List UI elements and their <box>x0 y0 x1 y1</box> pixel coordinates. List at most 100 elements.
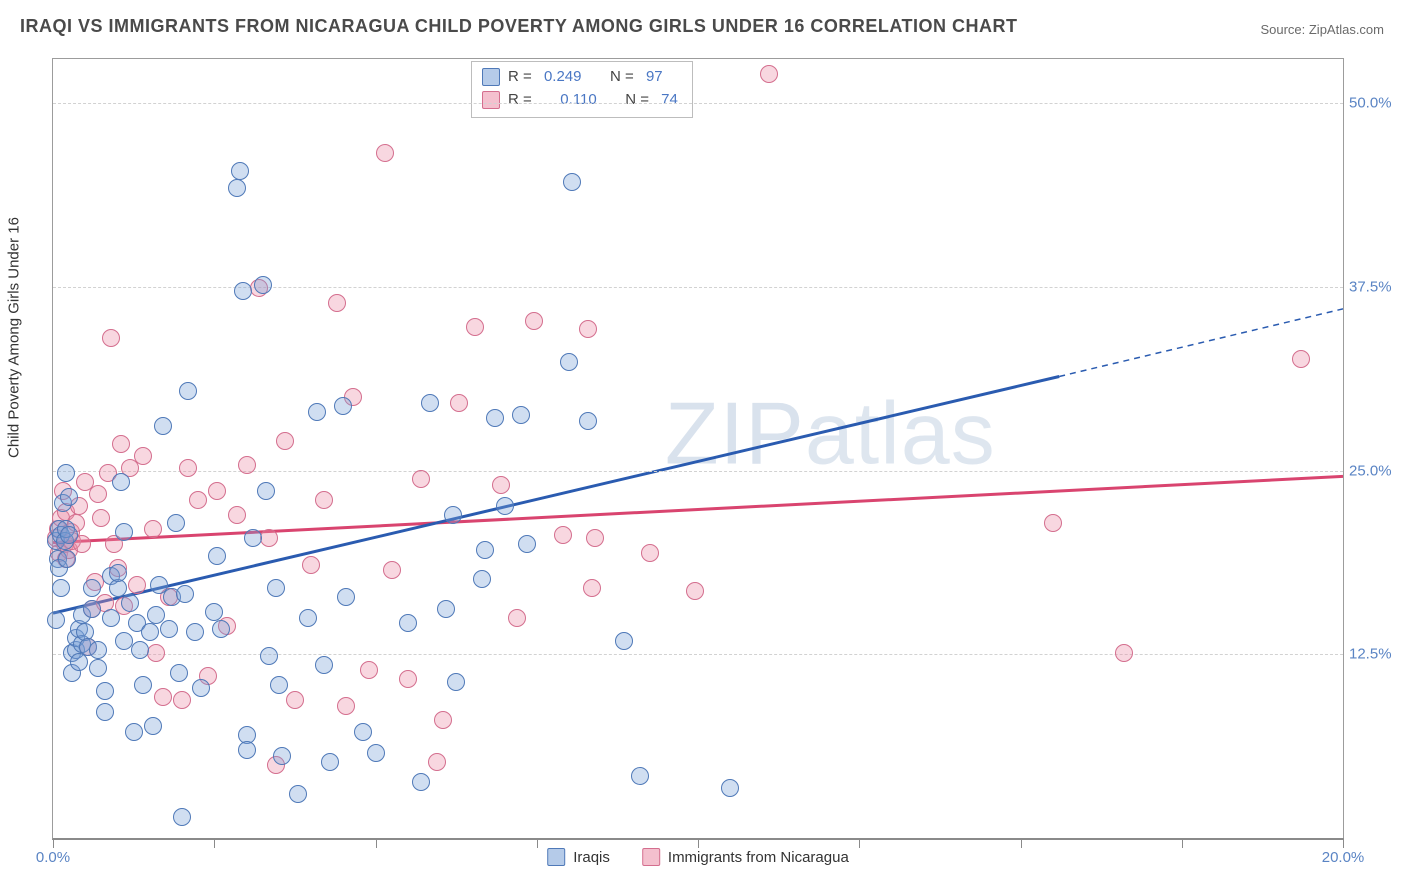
data-point <box>112 435 130 453</box>
x-tick <box>376 838 377 848</box>
data-point <box>1044 514 1062 532</box>
data-point <box>376 144 394 162</box>
data-point <box>579 320 597 338</box>
data-point <box>83 600 101 618</box>
x-tick <box>53 838 54 848</box>
y-tick-label: 50.0% <box>1349 95 1406 112</box>
data-point <box>450 394 468 412</box>
data-point <box>434 711 452 729</box>
data-point <box>128 576 146 594</box>
data-point <box>428 753 446 771</box>
watermark-thin: atlas <box>805 383 996 482</box>
data-point <box>337 588 355 606</box>
scatter-plot-area: ZIPatlas R = 0.249 N = 97 R = 0.110 N = … <box>52 58 1344 840</box>
data-point <box>254 276 272 294</box>
legend-item-pink: Immigrants from Nicaragua <box>642 848 849 866</box>
data-point <box>337 697 355 715</box>
data-point <box>399 614 417 632</box>
gridline <box>53 654 1343 655</box>
data-point <box>721 779 739 797</box>
data-point <box>276 432 294 450</box>
data-point <box>244 529 262 547</box>
data-point <box>144 520 162 538</box>
stat-r-pink: 0.110 <box>560 89 596 112</box>
data-point <box>160 620 178 638</box>
data-point <box>89 659 107 677</box>
data-point <box>308 403 326 421</box>
data-point <box>286 691 304 709</box>
data-point <box>52 579 70 597</box>
data-point <box>399 670 417 688</box>
data-point <box>447 673 465 691</box>
data-point <box>170 664 188 682</box>
data-point <box>367 744 385 762</box>
stat-n-label: N = <box>625 89 653 112</box>
watermark: ZIPatlas <box>665 382 996 484</box>
data-point <box>131 641 149 659</box>
y-tick-label: 25.0% <box>1349 462 1406 479</box>
watermark-bold: ZIP <box>665 383 805 482</box>
legend-row-blue: R = 0.249 N = 97 <box>482 66 678 89</box>
chart-title: IRAQI VS IMMIGRANTS FROM NICARAGUA CHILD… <box>20 16 1018 37</box>
data-point <box>115 523 133 541</box>
data-point <box>518 535 536 553</box>
data-point <box>315 656 333 674</box>
data-point <box>92 509 110 527</box>
data-point <box>492 476 510 494</box>
stat-n-pink: 74 <box>661 89 678 112</box>
data-point <box>328 294 346 312</box>
data-point <box>1115 644 1133 662</box>
data-point <box>102 609 120 627</box>
swatch-blue-icon <box>547 848 565 866</box>
legend-row-pink: R = 0.110 N = 74 <box>482 89 678 112</box>
data-point <box>421 394 439 412</box>
data-point <box>686 582 704 600</box>
data-point <box>208 547 226 565</box>
data-point <box>205 603 223 621</box>
data-point <box>512 406 530 424</box>
legend-label-blue: Iraqis <box>573 849 610 866</box>
data-point <box>466 318 484 336</box>
data-point <box>47 611 65 629</box>
data-point <box>496 497 514 515</box>
data-point <box>167 514 185 532</box>
data-point <box>299 609 317 627</box>
data-point <box>437 600 455 618</box>
data-point <box>486 409 504 427</box>
data-point <box>579 412 597 430</box>
data-point <box>315 491 333 509</box>
x-tick <box>537 838 538 848</box>
data-point <box>560 353 578 371</box>
data-point <box>144 717 162 735</box>
stat-r-label: R = <box>508 66 536 89</box>
data-point <box>83 579 101 597</box>
data-point <box>154 417 172 435</box>
x-tick <box>214 838 215 848</box>
data-point <box>208 482 226 500</box>
data-point <box>96 682 114 700</box>
data-point <box>89 485 107 503</box>
x-tick-label: 20.0% <box>1322 849 1365 866</box>
data-point <box>476 541 494 559</box>
gridline <box>53 103 1343 104</box>
data-point <box>125 723 143 741</box>
data-point <box>134 447 152 465</box>
data-point <box>641 544 659 562</box>
series-legend: Iraqis Immigrants from Nicaragua <box>547 848 849 866</box>
data-point <box>147 644 165 662</box>
data-point <box>444 506 462 524</box>
data-point <box>212 620 230 638</box>
data-point <box>473 570 491 588</box>
data-point <box>260 647 278 665</box>
data-point <box>141 623 159 641</box>
data-point <box>228 179 246 197</box>
stat-n-blue: 97 <box>646 66 663 89</box>
data-point <box>147 606 165 624</box>
data-point <box>1292 350 1310 368</box>
x-tick <box>1343 838 1344 848</box>
swatch-blue-icon <box>482 68 500 86</box>
data-point <box>228 506 246 524</box>
data-point <box>760 65 778 83</box>
source-label: Source: <box>1260 22 1308 37</box>
data-point <box>257 482 275 500</box>
